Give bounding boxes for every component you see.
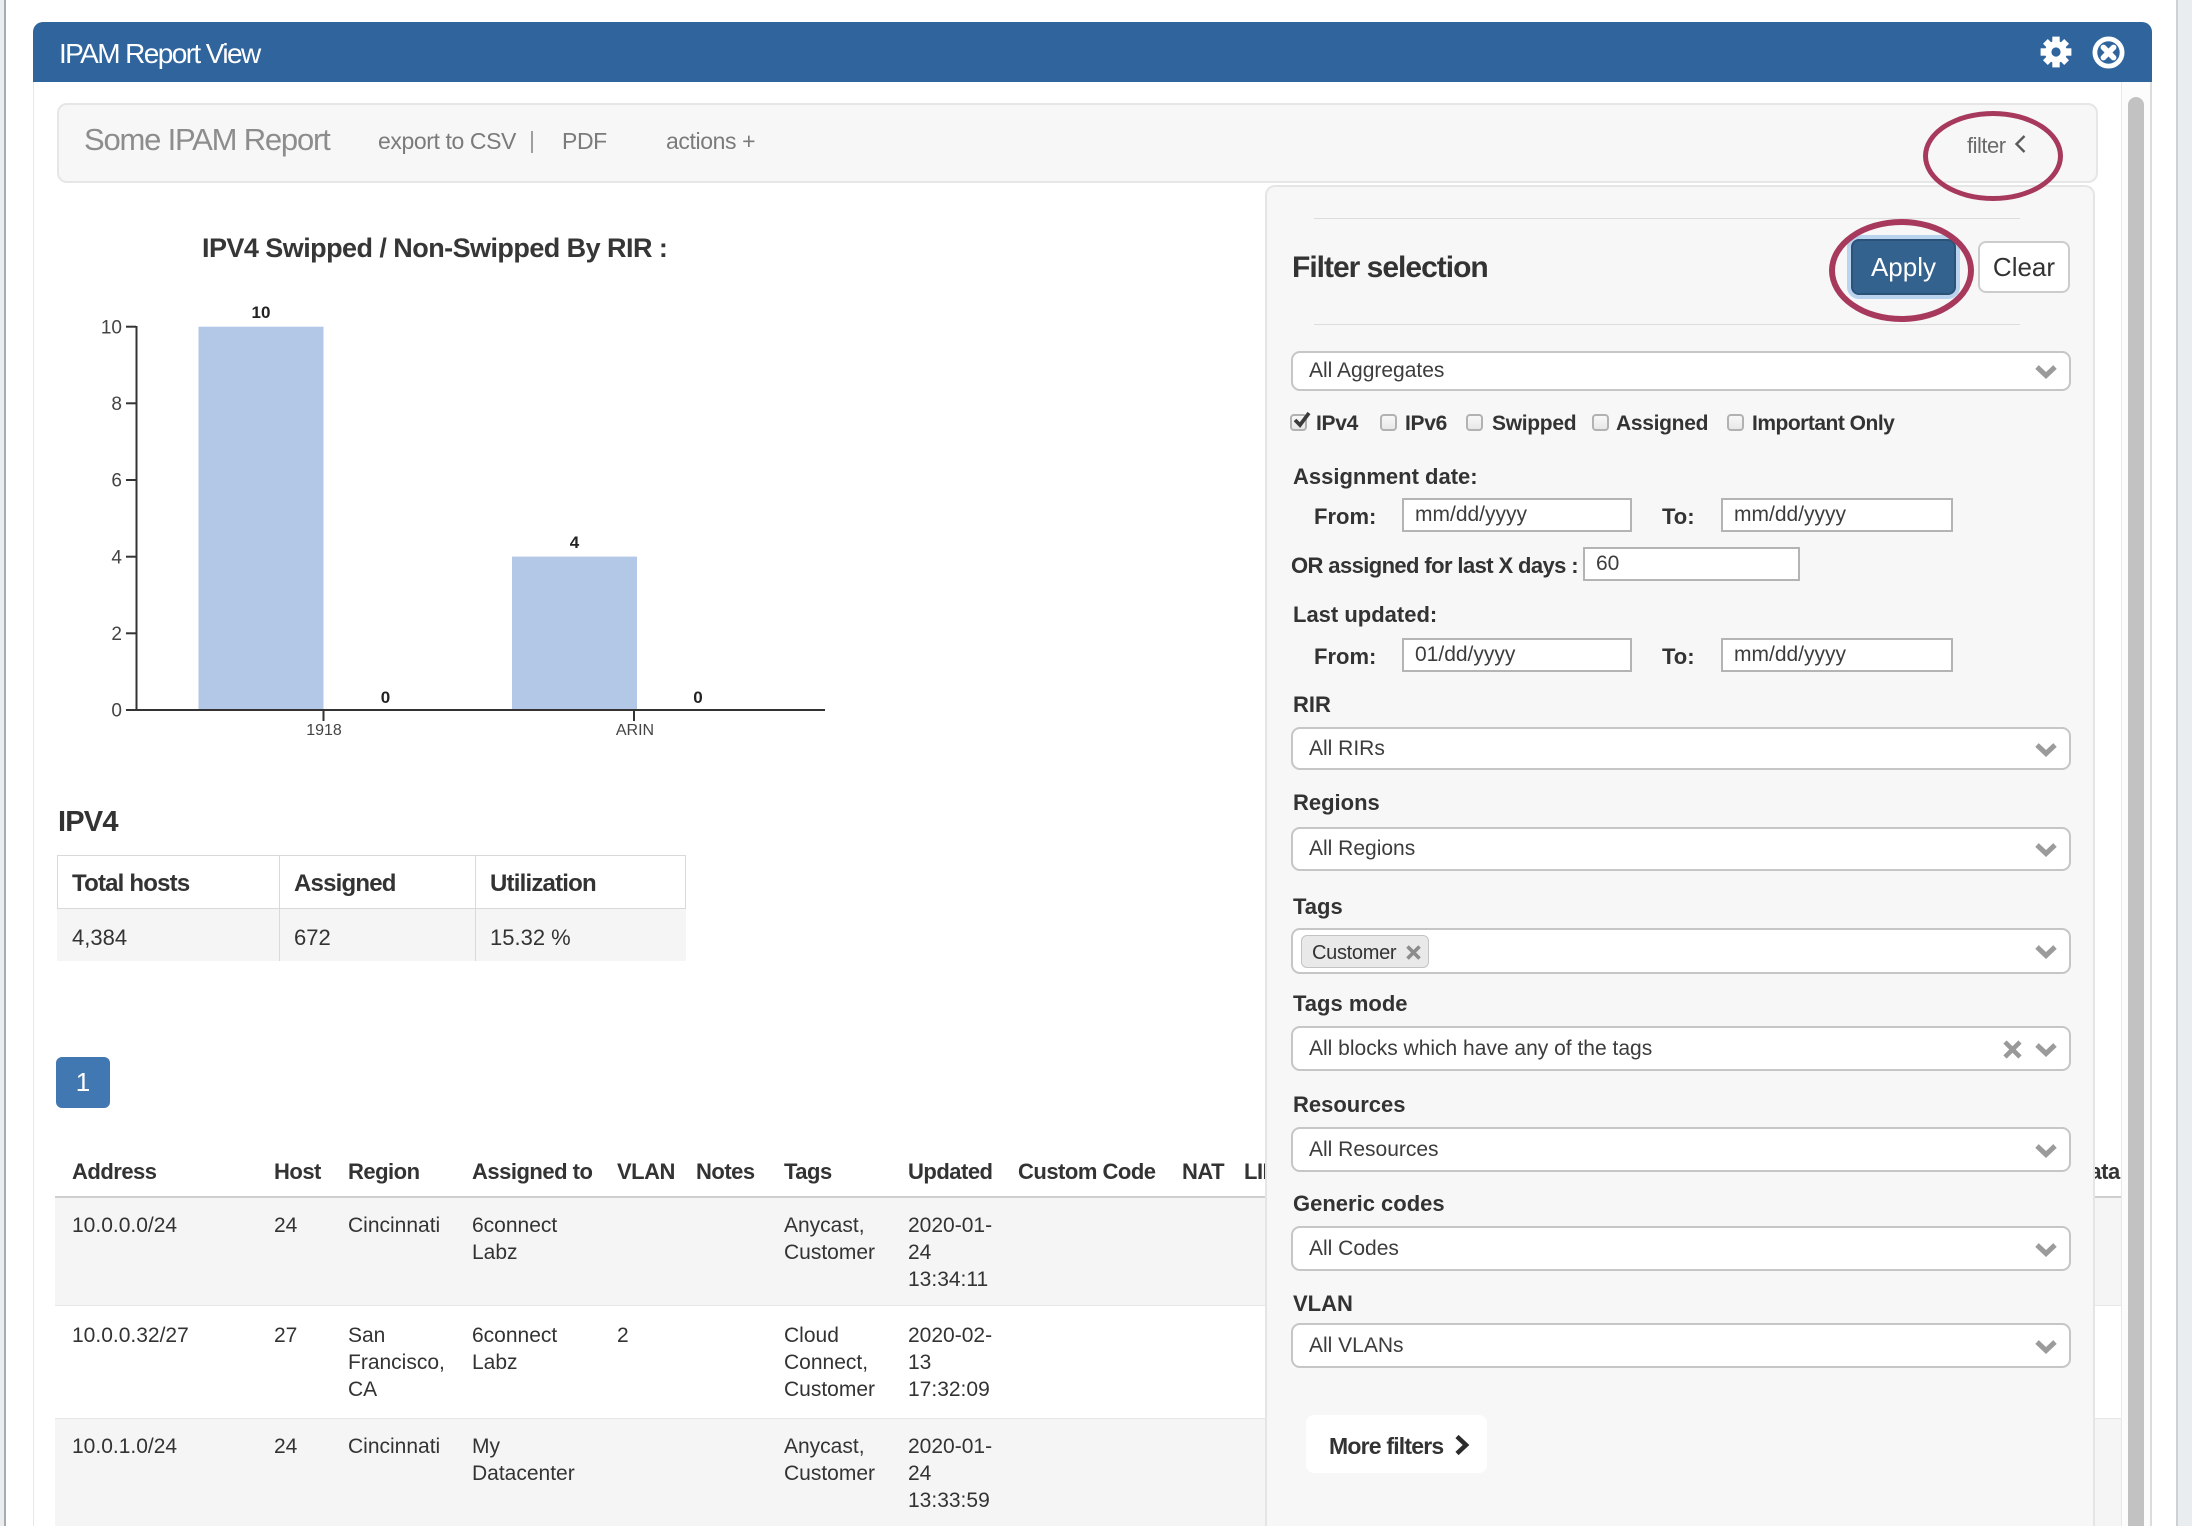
svg-text:ARIN: ARIN [616,722,654,739]
svg-text:10: 10 [101,318,122,339]
svg-text:2: 2 [111,624,122,645]
svg-text:0: 0 [693,688,702,707]
svg-text:6: 6 [111,471,122,492]
svg-text:0: 0 [381,688,390,707]
svg-text:8: 8 [111,394,122,415]
svg-text:4: 4 [570,533,580,552]
svg-text:0: 0 [111,701,122,722]
svg-text:4: 4 [111,548,122,569]
svg-text:1918: 1918 [306,722,342,739]
svg-text:10: 10 [252,303,271,322]
